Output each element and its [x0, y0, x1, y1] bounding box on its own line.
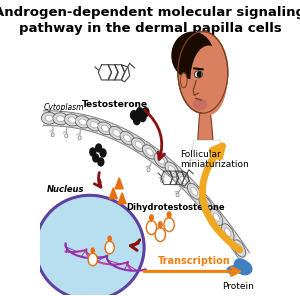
FancyArrowPatch shape [94, 173, 101, 187]
Ellipse shape [45, 115, 53, 121]
Polygon shape [115, 178, 123, 189]
Ellipse shape [213, 213, 220, 221]
Polygon shape [118, 193, 126, 204]
Ellipse shape [98, 122, 112, 135]
Circle shape [88, 253, 98, 266]
Ellipse shape [135, 141, 142, 148]
Ellipse shape [225, 228, 231, 237]
Circle shape [65, 134, 68, 138]
Ellipse shape [222, 224, 234, 241]
Ellipse shape [113, 130, 120, 136]
Ellipse shape [142, 145, 157, 159]
Ellipse shape [64, 114, 80, 126]
Text: Androgen-dependent molecular signaling
pathway in the dermal papilla cells: Androgen-dependent molecular signaling p… [0, 6, 300, 35]
Circle shape [105, 241, 114, 254]
Ellipse shape [146, 148, 153, 155]
Text: Follicular
miniaturization: Follicular miniaturization [180, 150, 249, 169]
Circle shape [147, 168, 150, 172]
Ellipse shape [158, 157, 164, 164]
Ellipse shape [176, 172, 190, 188]
Ellipse shape [190, 46, 227, 115]
Circle shape [51, 133, 54, 137]
Text: Transcription: Transcription [158, 256, 230, 266]
Ellipse shape [87, 119, 102, 131]
Ellipse shape [202, 200, 209, 208]
Ellipse shape [236, 244, 242, 253]
Circle shape [158, 221, 163, 228]
Circle shape [149, 214, 154, 221]
Polygon shape [44, 111, 250, 263]
Circle shape [155, 228, 165, 242]
Ellipse shape [68, 117, 76, 123]
FancyArrowPatch shape [145, 110, 164, 159]
Text: Nucleus: Nucleus [47, 185, 85, 194]
Ellipse shape [41, 112, 57, 124]
Ellipse shape [168, 166, 175, 173]
FancyArrowPatch shape [202, 146, 239, 250]
Circle shape [78, 136, 81, 140]
Circle shape [164, 218, 174, 231]
Circle shape [98, 158, 104, 166]
Circle shape [136, 108, 143, 117]
Ellipse shape [191, 187, 197, 195]
Ellipse shape [233, 240, 245, 257]
Ellipse shape [171, 32, 214, 79]
Ellipse shape [57, 116, 64, 122]
Circle shape [130, 111, 137, 120]
Ellipse shape [194, 71, 202, 78]
Polygon shape [198, 108, 213, 140]
Circle shape [176, 193, 179, 197]
Ellipse shape [124, 135, 131, 141]
Ellipse shape [196, 52, 219, 79]
Ellipse shape [101, 125, 109, 131]
Text: Cytoplasm: Cytoplasm [44, 103, 84, 112]
Circle shape [107, 235, 112, 242]
Ellipse shape [199, 196, 212, 212]
Ellipse shape [154, 153, 168, 168]
Ellipse shape [75, 116, 90, 128]
Ellipse shape [165, 162, 179, 177]
Text: Protein: Protein [222, 282, 254, 291]
Ellipse shape [180, 176, 187, 184]
Ellipse shape [53, 113, 68, 125]
Ellipse shape [210, 209, 223, 226]
Ellipse shape [90, 122, 98, 128]
Ellipse shape [193, 98, 207, 110]
Ellipse shape [188, 183, 201, 199]
Circle shape [167, 211, 172, 218]
Text: Testosterone: Testosterone [82, 100, 148, 109]
Ellipse shape [35, 195, 144, 296]
Ellipse shape [180, 73, 187, 88]
Polygon shape [190, 140, 224, 160]
Circle shape [96, 144, 102, 152]
Polygon shape [227, 259, 252, 275]
Ellipse shape [79, 119, 87, 125]
FancyArrowPatch shape [130, 240, 140, 250]
Circle shape [146, 221, 157, 235]
Circle shape [197, 72, 201, 77]
Ellipse shape [109, 126, 124, 139]
Ellipse shape [120, 131, 135, 145]
Circle shape [93, 154, 99, 162]
Circle shape [134, 116, 140, 125]
Circle shape [91, 247, 95, 254]
Circle shape [160, 178, 164, 183]
Circle shape [90, 148, 96, 156]
Ellipse shape [178, 32, 228, 113]
Text: Dihydrotestosterone: Dihydrotestosterone [126, 203, 225, 212]
Ellipse shape [131, 138, 146, 152]
Circle shape [140, 113, 146, 122]
Polygon shape [109, 188, 117, 199]
Circle shape [100, 149, 106, 157]
Circle shape [142, 108, 149, 117]
